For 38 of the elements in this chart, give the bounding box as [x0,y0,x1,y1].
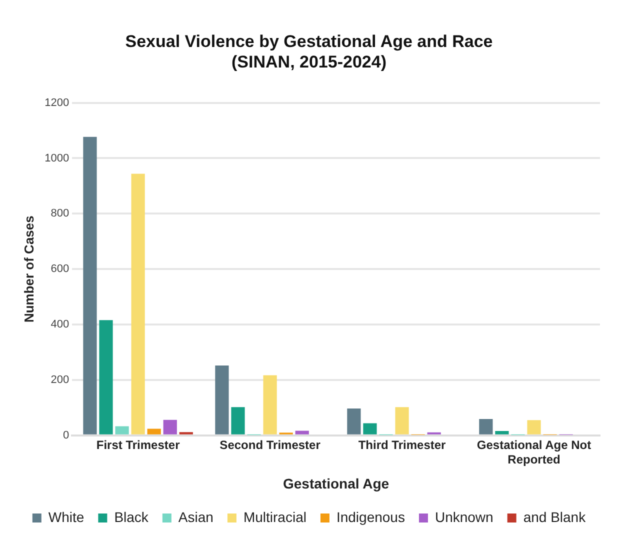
bar [263,375,277,434]
chart-title: Sexual Violence by Gestational Age and Race [125,32,493,51]
x-tick-label: Second Trimester [220,438,321,452]
legend-label: Multiracial [243,508,306,525]
x-tick-label: First Trimester [96,438,180,452]
bar [215,366,229,434]
bar [363,423,377,434]
bar [295,430,309,434]
y-tick-label: 1000 [44,152,70,164]
x-tick-label: Third Trimester [358,438,446,452]
legend-label: White [48,508,84,525]
bar [231,407,245,434]
x-axis-title: Gestational Age [283,475,390,492]
y-tick-label: 400 [50,318,70,331]
bar [131,174,145,434]
y-tick-label: 1200 [44,96,70,109]
bar [163,420,177,434]
bar [147,428,161,434]
bar [115,426,129,434]
bar [99,320,113,434]
legend-label: Black [114,508,150,525]
chart-subtitle: (SINAN, 2015-2024) [232,52,386,72]
bar [495,430,509,434]
bar [83,136,97,434]
y-axis-title: Number of Cases [21,216,36,323]
legend-label: Asian [178,508,214,525]
legend-label: and Blank [523,508,587,525]
y-tick-label: 800 [50,208,70,220]
y-tick-label: 600 [50,263,70,276]
legend-label: Unknown [434,508,494,525]
bar [395,407,409,434]
x-tick-label: Gestational Age Not Reported [476,438,592,466]
bar [479,419,493,434]
y-tick-label: 0 [62,429,70,442]
bar [527,420,541,434]
bar [347,408,361,434]
y-tick-label: 200 [50,374,70,386]
legend-label: Indigenous [336,508,405,525]
